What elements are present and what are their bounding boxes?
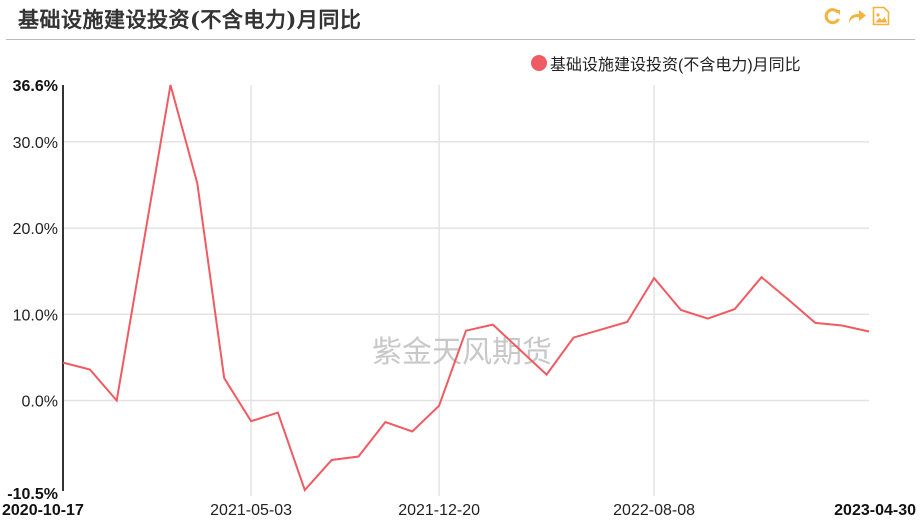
save-image-button[interactable] [871, 6, 891, 26]
x-axis-ticks: 2020-10-17 2021-05-03 2021-12-20 2022-08-08… [2, 502, 916, 519]
y-tick-label: 0.0% [22, 393, 58, 410]
y-tick-label: 20.0% [13, 221, 58, 238]
x-tick-label: 2022-08-08 [613, 502, 695, 519]
chart-title: 基础设施建设投资(不含电力)月同比 [18, 7, 362, 32]
legend-label: 基础设施建设投资(不含电力)月同比 [550, 57, 801, 74]
chart-toolbar [823, 6, 891, 26]
series-line[interactable] [62, 84, 870, 493]
legend-marker-icon [531, 55, 547, 71]
y-axis-ticks: 36.6% 30.0% 20.0% 10.0% 0.0% -10.5% [7, 78, 58, 503]
share-button[interactable] [847, 6, 867, 26]
x-tick-label: 2020-10-17 [2, 502, 84, 519]
y-tick-label: -10.5% [7, 486, 58, 503]
save-image-icon [872, 6, 890, 26]
y-tick-label: 36.6% [13, 78, 58, 95]
refresh-icon [824, 8, 840, 25]
x-tick-label: 2023-04-30 [834, 502, 916, 519]
header-divider [6, 39, 915, 40]
refresh-button[interactable] [823, 6, 843, 26]
y-tick-label: 30.0% [13, 135, 58, 152]
x-tick-label: 2021-05-03 [210, 502, 292, 519]
grid-lines [63, 85, 869, 496]
y-tick-label: 10.0% [13, 307, 58, 324]
share-icon [849, 10, 866, 23]
legend-item[interactable]: 基础设施建设投资(不含电力)月同比 [531, 51, 801, 75]
x-tick-label: 2021-12-20 [398, 502, 480, 519]
